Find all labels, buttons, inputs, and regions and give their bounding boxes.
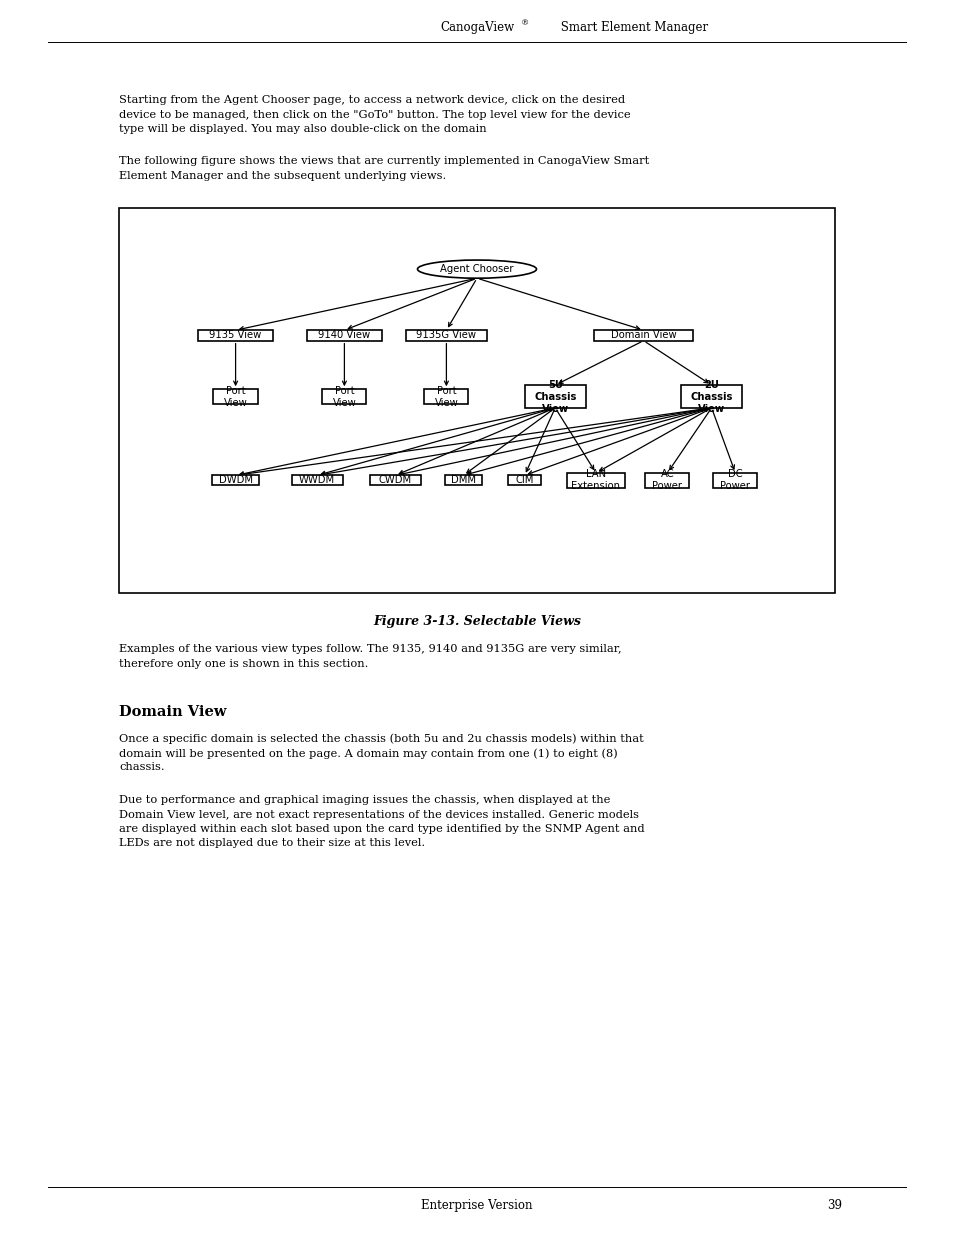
Text: Port
View: Port View <box>333 385 355 408</box>
Bar <box>198 330 273 341</box>
Text: Starting from the Agent Chooser page, to access a network device, click on the d: Starting from the Agent Chooser page, to… <box>119 95 624 105</box>
Text: Figure 3-13. Selectable Views: Figure 3-13. Selectable Views <box>373 615 580 627</box>
Bar <box>713 473 757 488</box>
Bar <box>292 475 342 485</box>
Text: Element Manager and the subsequent underlying views.: Element Manager and the subsequent under… <box>119 170 446 182</box>
Text: ®: ® <box>520 19 529 27</box>
Text: WWDM: WWDM <box>299 475 335 485</box>
Text: DMM: DMM <box>451 475 476 485</box>
Text: device to be managed, then click on the "GoTo" button. The top level view for th: device to be managed, then click on the … <box>119 110 630 120</box>
Text: 9135 View: 9135 View <box>210 331 261 341</box>
Bar <box>680 385 741 408</box>
Text: Domain View: Domain View <box>119 705 226 720</box>
Text: type will be displayed. You may also double-click on the domain: type will be displayed. You may also dou… <box>119 124 486 135</box>
Bar <box>566 473 624 488</box>
Bar <box>322 389 366 404</box>
Bar <box>594 330 692 341</box>
Bar <box>524 385 585 408</box>
Bar <box>444 475 481 485</box>
Bar <box>213 475 258 485</box>
Text: AC
Power: AC Power <box>652 469 681 492</box>
Text: Port
View: Port View <box>434 385 457 408</box>
Text: DC
Power: DC Power <box>720 469 750 492</box>
Bar <box>424 389 468 404</box>
Bar <box>405 330 487 341</box>
Text: The following figure shows the views that are currently implemented in CanogaVie: The following figure shows the views tha… <box>119 157 649 167</box>
Bar <box>119 207 834 593</box>
Ellipse shape <box>417 261 536 278</box>
Text: Smart Element Manager: Smart Element Manager <box>557 21 707 35</box>
Bar <box>307 330 381 341</box>
Bar <box>644 473 689 488</box>
Bar <box>213 389 257 404</box>
Text: DWDM: DWDM <box>218 475 253 485</box>
Text: CIM: CIM <box>515 475 534 485</box>
Text: LAN
Extension: LAN Extension <box>571 469 619 492</box>
Text: Agent Chooser: Agent Chooser <box>439 264 514 274</box>
Text: Domain View: Domain View <box>610 331 676 341</box>
Bar <box>508 475 540 485</box>
Text: 39: 39 <box>826 1199 841 1212</box>
Text: Port
View: Port View <box>224 385 247 408</box>
Text: 9140 View: 9140 View <box>318 331 370 341</box>
Text: CWDM: CWDM <box>378 475 412 485</box>
Bar <box>370 475 420 485</box>
Text: are displayed within each slot based upon the card type identified by the SNMP A: are displayed within each slot based upo… <box>119 824 644 834</box>
Text: therefore only one is shown in this section.: therefore only one is shown in this sect… <box>119 659 368 669</box>
Text: Domain View level, are not exact representations of the devices installed. Gener: Domain View level, are not exact represe… <box>119 809 639 820</box>
Text: Due to performance and graphical imaging issues the chassis, when displayed at t: Due to performance and graphical imaging… <box>119 795 610 805</box>
Text: Examples of the various view types follow. The 9135, 9140 and 9135G are very sim: Examples of the various view types follo… <box>119 645 621 655</box>
Text: 9135G View: 9135G View <box>416 331 476 341</box>
Text: 2U
Chassis
View: 2U Chassis View <box>690 379 732 414</box>
Text: 5U
Chassis
View: 5U Chassis View <box>534 379 576 414</box>
Text: Once a specific domain is selected the chassis (both 5u and 2u chassis models) w: Once a specific domain is selected the c… <box>119 734 643 743</box>
Text: Enterprise Version: Enterprise Version <box>421 1199 532 1212</box>
Text: LEDs are not displayed due to their size at this level.: LEDs are not displayed due to their size… <box>119 839 425 848</box>
Text: domain will be presented on the page. A domain may contain from one (1) to eight: domain will be presented on the page. A … <box>119 748 618 758</box>
Text: CanogaView: CanogaView <box>439 21 514 35</box>
Text: chassis.: chassis. <box>119 762 165 773</box>
